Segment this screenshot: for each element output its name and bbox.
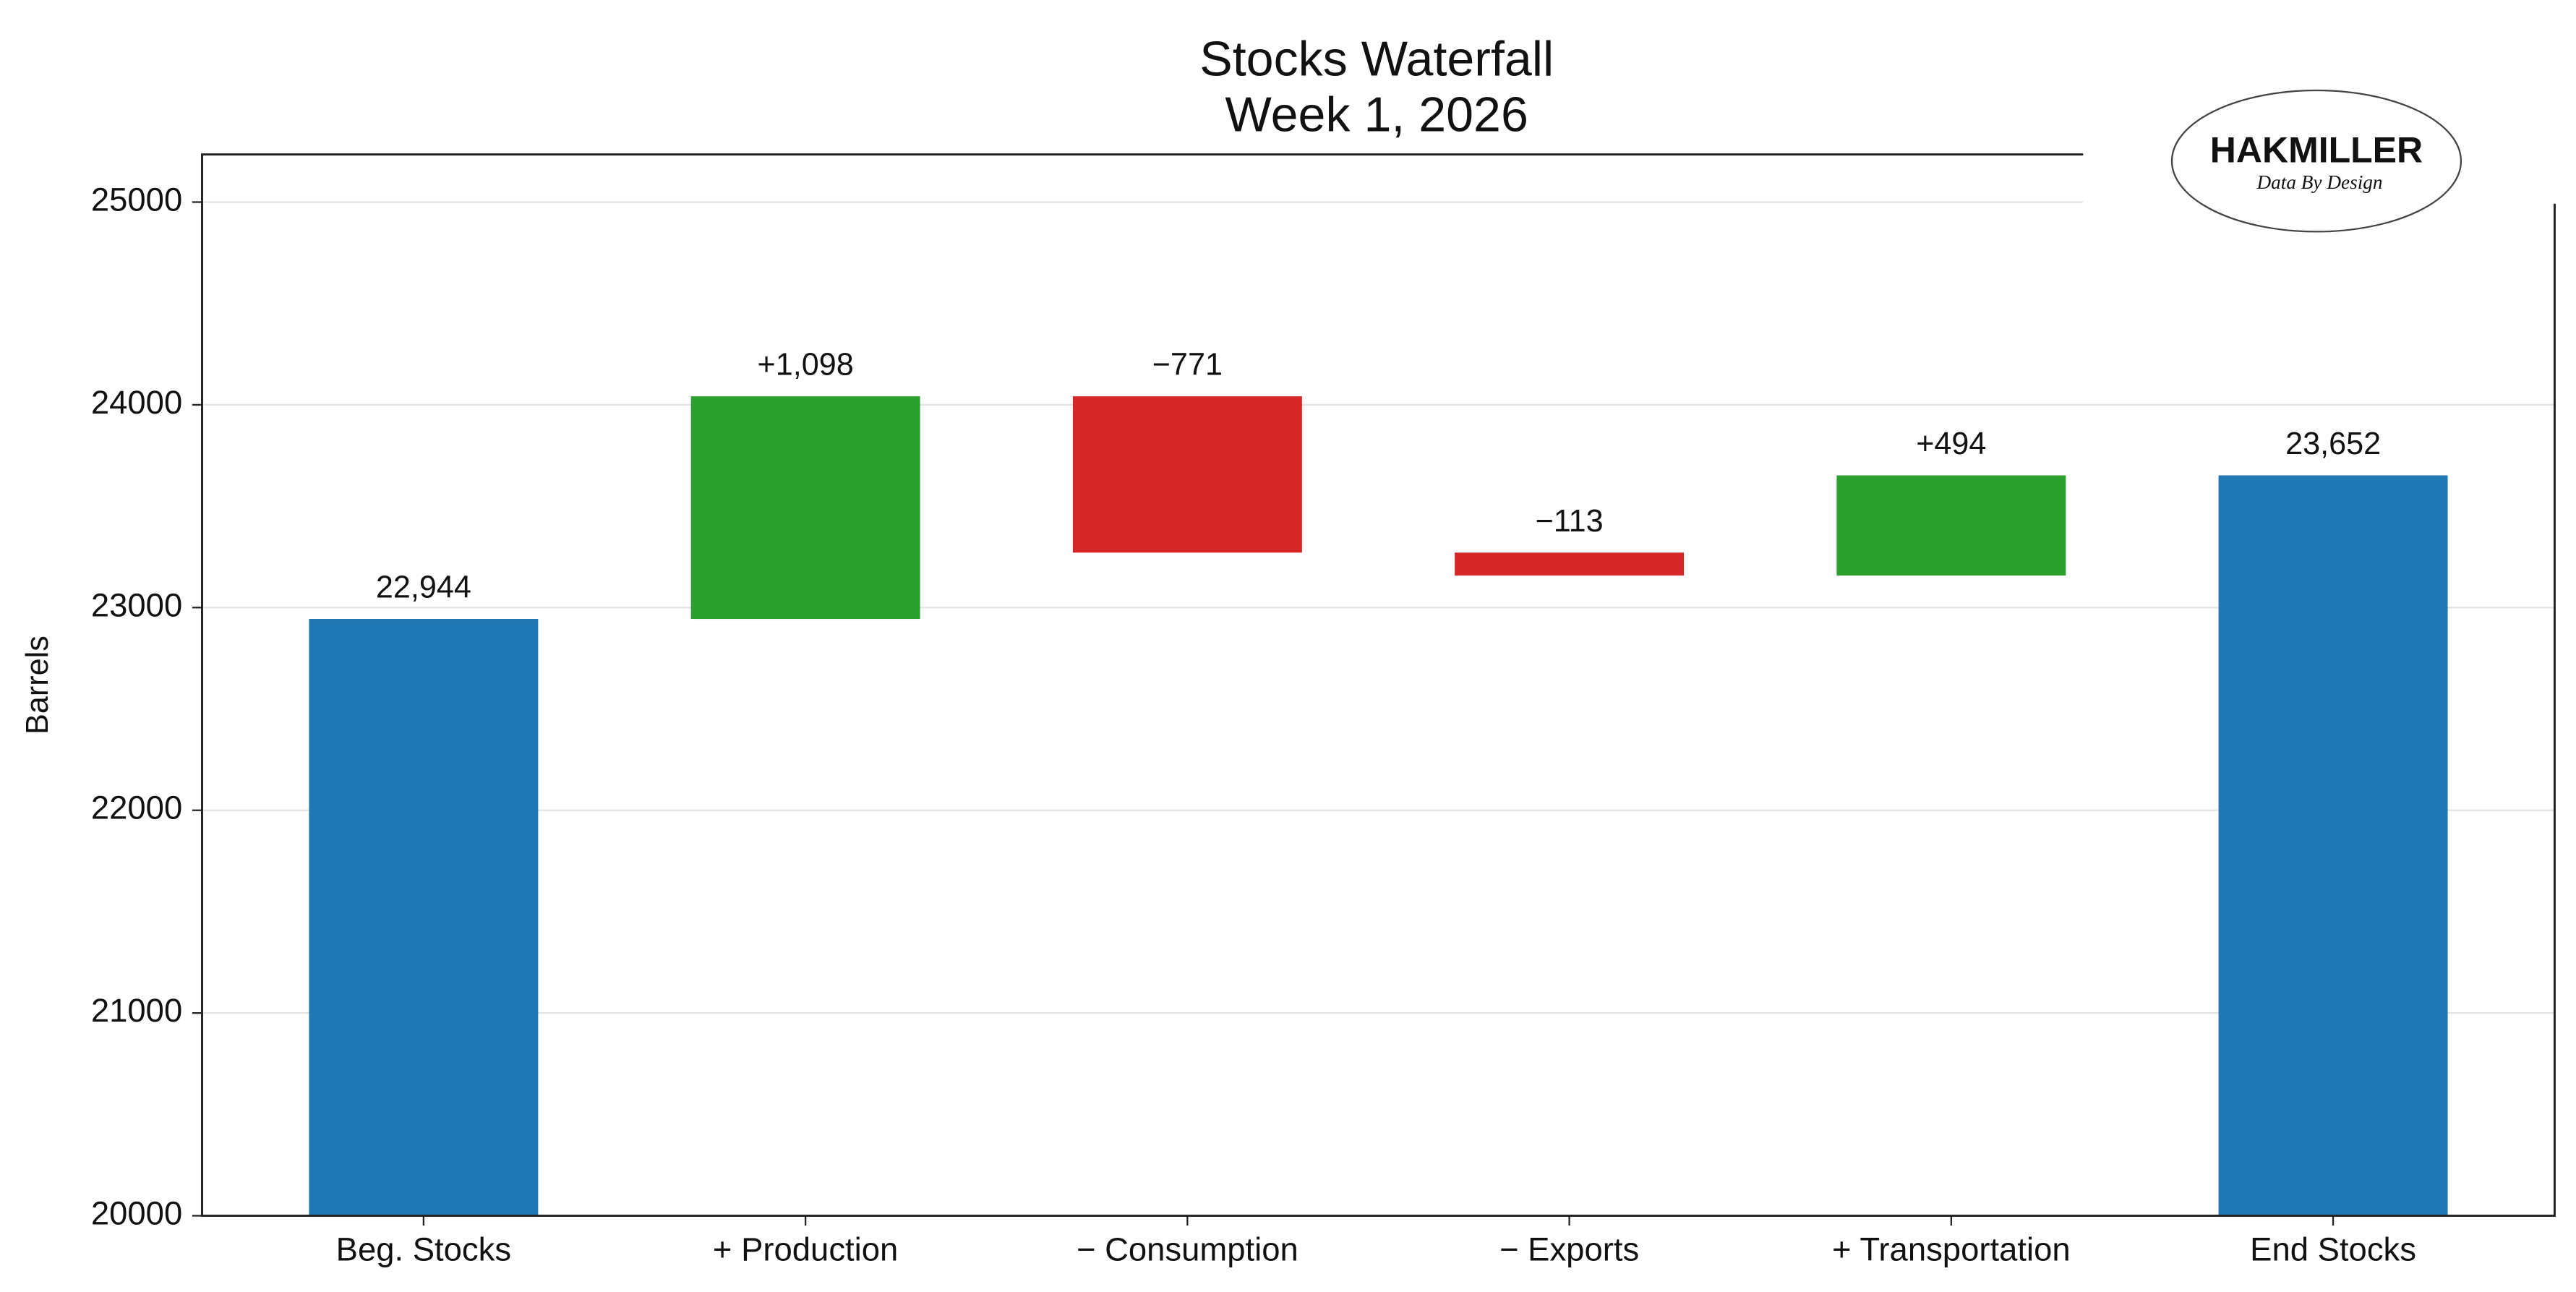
logo-tagline: Data By Design	[2256, 171, 2382, 193]
logo-ellipse	[2170, 89, 2462, 233]
bar	[1455, 552, 1685, 576]
x-tick-label: − Exports	[1499, 1231, 1639, 1268]
y-axis-label: Barrels	[20, 636, 55, 735]
y-tick-label: 21000	[91, 992, 182, 1029]
chart-title: Stocks Waterfall	[1199, 31, 1554, 86]
x-tick-label: + Transportation	[1832, 1231, 2071, 1268]
value-label: −113	[1536, 504, 1604, 539]
value-label: +494	[1916, 427, 1986, 461]
y-tick-label: 24000	[91, 384, 182, 421]
plot-frame	[201, 153, 2556, 1218]
value-label: 23,652	[2285, 427, 2381, 461]
x-tick-label: End Stocks	[2250, 1231, 2416, 1268]
x-tick-label: − Consumption	[1077, 1231, 1298, 1268]
y-tick-label: 20000	[91, 1195, 182, 1232]
bars: 22,944 Beg. Stocks +1,098 + Production −771 −…	[309, 348, 2448, 1268]
bar	[1072, 396, 1302, 553]
y-tick-label: 22000	[91, 790, 182, 826]
bar	[1836, 475, 2066, 576]
bar	[309, 619, 539, 1216]
logo-name: HAKMILLER	[2210, 130, 2423, 171]
y-tick-label: 25000	[91, 181, 182, 218]
grid: 20000 21000 22000 23000 24000 25000	[91, 181, 2555, 1232]
y-tick-label: 23000	[91, 586, 182, 623]
value-label: −771	[1152, 348, 1223, 382]
bar	[690, 396, 920, 620]
value-label: 22,944	[376, 570, 471, 605]
value-label: +1,098	[758, 348, 854, 382]
chart-subtitle: Week 1, 2026	[1225, 87, 1528, 142]
x-tick-label: Beg. Stocks	[336, 1231, 511, 1268]
bar	[2218, 475, 2448, 1216]
x-tick-label: + Production	[713, 1231, 898, 1268]
